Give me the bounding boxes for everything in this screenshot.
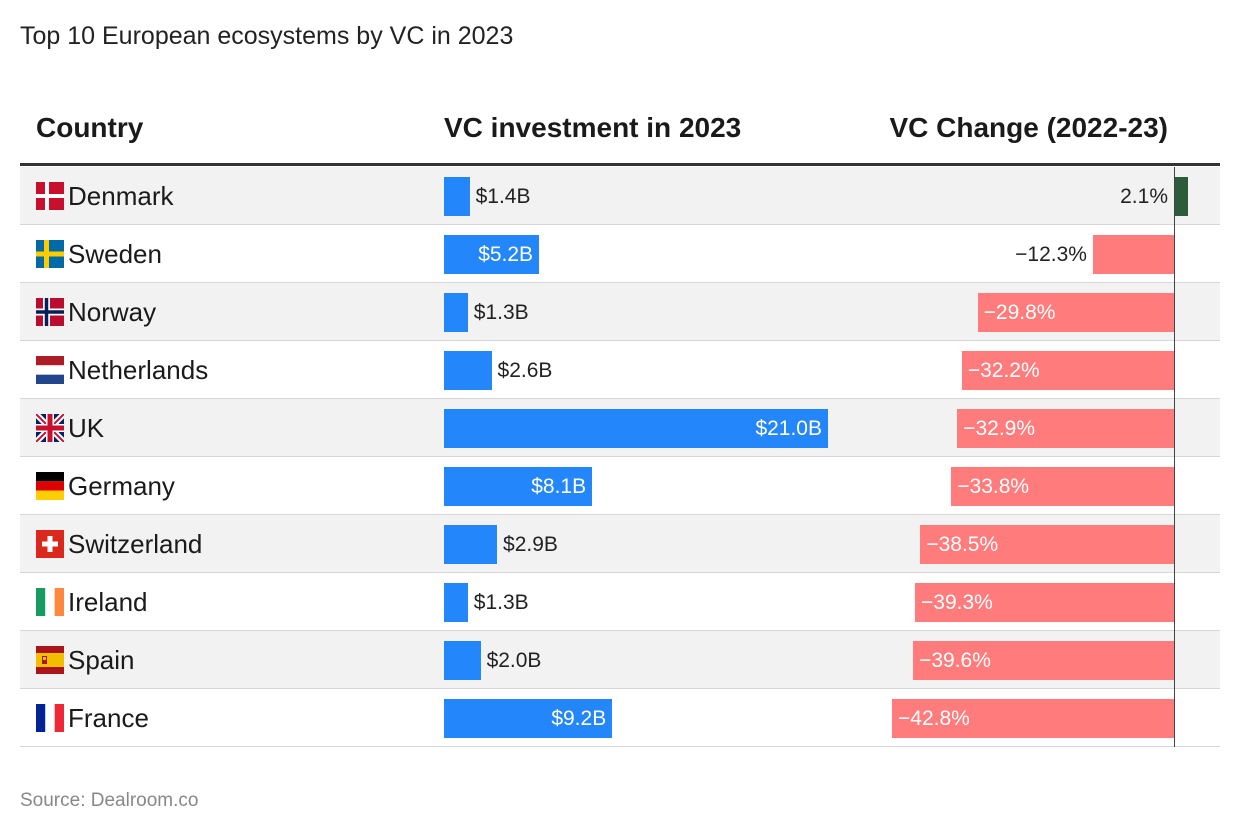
- change-bar: [1092, 235, 1174, 274]
- table-row-denmark: Denmark $1.4B 2.1%: [20, 167, 1220, 225]
- switzerland-flag-icon: [36, 530, 64, 558]
- row-divider: [20, 514, 1220, 515]
- country-label: Ireland: [68, 587, 148, 617]
- column-header-country: Country: [36, 112, 144, 143]
- country-label: UK: [68, 413, 105, 443]
- country-label: Sweden: [68, 239, 162, 269]
- header-divider: [20, 163, 1220, 166]
- change-value-label: −32.2%: [967, 359, 1040, 382]
- table-row-france: France $9.2B −42.8%: [20, 689, 1220, 747]
- table-row-uk: UK $21.0B −32.9%: [20, 399, 1220, 457]
- row-divider: [20, 398, 1220, 399]
- change-bar: [951, 467, 1174, 506]
- investment-value-label: $2.0B: [486, 649, 542, 672]
- change-value-label: −39.3%: [921, 591, 993, 614]
- chart-title: Top 10 European ecosystems by VC in 2023: [20, 22, 514, 50]
- change-value-label: −12.3%: [1015, 243, 1087, 266]
- investment-value-label: $1.3B: [473, 591, 529, 614]
- row-divider: [20, 456, 1220, 457]
- row-divider: [20, 746, 1220, 747]
- country-label: Netherlands: [68, 355, 209, 385]
- table-row-switzerland: Switzerland $2.9B −38.5%: [20, 515, 1220, 573]
- investment-value-label: $2.9B: [503, 533, 558, 556]
- investment-bar: [444, 525, 498, 564]
- column-header-investment: VC investment in 2023: [444, 112, 742, 143]
- spain-flag-icon: [36, 646, 64, 674]
- country-label: France: [68, 703, 149, 733]
- change-value-label: 2.1%: [1120, 185, 1168, 208]
- change-value-label: −33.8%: [957, 475, 1030, 498]
- change-bar: [892, 699, 1174, 738]
- change-bar: [977, 293, 1174, 332]
- investment-value-label: $5.2B: [478, 243, 534, 266]
- change-bar: [915, 583, 1174, 622]
- change-bar: [913, 641, 1174, 680]
- country-label: Norway: [68, 297, 157, 327]
- source-note: Source: Dealroom.co: [20, 790, 199, 811]
- norway-flag-icon: [36, 298, 64, 326]
- change-value-label: −38.5%: [926, 533, 999, 556]
- country-label: Germany: [68, 471, 175, 501]
- change-bar: [920, 525, 1174, 564]
- sweden-flag-icon: [36, 240, 64, 268]
- country-label: Switzerland: [68, 529, 203, 559]
- row-divider: [20, 224, 1220, 225]
- table-body: Denmark $1.4B 2.1% Sweden $5.2B −12.3% Norway $…: [20, 167, 1220, 747]
- column-header-change: VC Change (2022-23): [889, 112, 1168, 143]
- table-row-ireland: Ireland $1.3B −39.3%: [20, 573, 1220, 631]
- investment-value-label: $1.3B: [473, 301, 529, 324]
- change-value-label: −39.6%: [919, 649, 991, 672]
- change-bar: [1174, 177, 1188, 216]
- investment-value-label: $1.4B: [475, 185, 531, 208]
- change-value-label: −29.8%: [983, 301, 1056, 324]
- investment-value-label: $9.2B: [551, 707, 607, 730]
- uk-flag-icon: [36, 414, 64, 442]
- row-divider: [20, 340, 1220, 341]
- investment-bar: [444, 177, 470, 216]
- change-bar: [957, 409, 1174, 448]
- investment-value-label: $21.0B: [755, 417, 822, 440]
- country-label: Spain: [68, 645, 135, 675]
- table-row-germany: Germany $8.1B −33.8%: [20, 457, 1220, 515]
- table-row-norway: Norway $1.3B −29.8%: [20, 283, 1220, 341]
- investment-bar: [444, 467, 593, 506]
- table-row-spain: Spain $2.0B −39.6%: [20, 631, 1220, 689]
- investment-bar: [444, 293, 468, 332]
- investment-bar: [444, 235, 540, 274]
- change-zero-axis: [1174, 167, 1175, 747]
- table-row-netherlands: Netherlands $2.6B −32.2%: [20, 341, 1220, 399]
- change-bar: [961, 351, 1174, 390]
- france-flag-icon: [36, 704, 64, 732]
- investment-value-label: $2.6B: [497, 359, 553, 382]
- investment-bar: [444, 409, 828, 448]
- germany-flag-icon: [36, 472, 64, 500]
- investment-bar: [444, 641, 481, 680]
- row-divider: [20, 630, 1220, 631]
- investment-bar: [444, 699, 613, 738]
- change-value-label: −32.9%: [963, 417, 1036, 440]
- netherlands-flag-icon: [36, 356, 64, 384]
- row-divider: [20, 572, 1220, 573]
- investment-bar: [444, 583, 468, 622]
- row-divider: [20, 688, 1220, 689]
- investment-value-label: $8.1B: [531, 475, 587, 498]
- investment-bar: [444, 351, 492, 390]
- row-divider: [20, 282, 1220, 283]
- ireland-flag-icon: [36, 588, 64, 616]
- country-label: Denmark: [68, 181, 174, 211]
- table-row-sweden: Sweden $5.2B −12.3%: [20, 225, 1220, 283]
- change-value-label: −42.8%: [898, 707, 970, 730]
- denmark-flag-icon: [36, 182, 64, 210]
